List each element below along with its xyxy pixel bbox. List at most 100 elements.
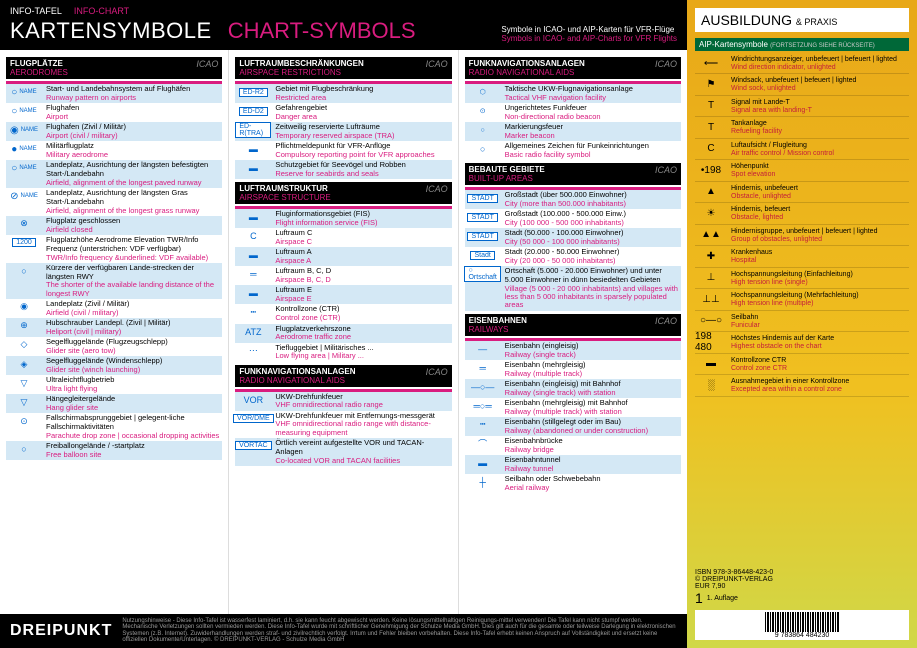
symbol-row: ░Ausnahmegebiet in einer KontrollzoneExc… [695, 375, 909, 396]
columns: FLUGPLÄTZE AERODROMES ICAO ○NAMEStart- u… [0, 50, 687, 614]
symbol-icon: ⊙ [465, 104, 501, 118]
symbol-text: Fallschirmabsprunggebiet | gelegent-lich… [46, 414, 222, 440]
symbol-icon: VORTAC [235, 439, 271, 453]
symbol-icon: ▽ [6, 376, 42, 390]
symbol-text: Zeitweilig reservierte LufträumeTemporar… [275, 123, 451, 140]
symbol-text: Hindernisgruppe, unbefeuert | befeuert |… [731, 227, 909, 243]
symbol-text: Örtlich vereint aufgestellte VOR und TAC… [275, 439, 451, 465]
symbol-icon: ●NAME [6, 142, 42, 156]
symbol-row: ⟵Windrichtungsanzeiger, unbefeuert | bef… [695, 53, 909, 74]
symbol-text: Flughafen (Zivil / Militär)Airport (civi… [46, 123, 222, 140]
symbol-text: KrankenhausHospital [731, 248, 909, 264]
symbol-row: ⊙Fallschirmabsprunggebiet | gelegent-lic… [6, 413, 222, 441]
sec-airspace-str: LUFTRAUMSTRUKTUR AIRSPACE STRUCTURE ICAO [235, 182, 451, 204]
symbol-icon: ED-D2 [235, 104, 271, 118]
symbol-row: ▬ Pflichtmeldepunkt für VFR-AnflügeCompul… [235, 141, 451, 160]
col-1: FLUGPLÄTZE AERODROMES ICAO ○NAMEStart- u… [0, 50, 229, 614]
symbol-text: Taktische UKW-FlugnavigationsanlageTacti… [505, 85, 681, 102]
symbol-row: CLuftraum CAirspace C [235, 228, 451, 247]
side-section: AIP-Kartensymbole (FORTSETZUNG SIEHE RÜC… [695, 38, 909, 51]
symbol-row: ⬡Taktische UKW-FlugnavigationsanlageTact… [465, 84, 681, 103]
title-en: CHART-SYMBOLS [228, 18, 416, 44]
symbol-row: ⌒EisenbahnbrückeRailway bridge [465, 436, 681, 455]
symbol-row: ⊗Flugplatz geschlossenAirfield closed [6, 216, 222, 235]
symbol-row: ED-R(TRA)Zeitweilig reservierte Lufträum… [235, 122, 451, 141]
symbol-text: Großstadt (100.000 - 500.000 Einw.)City … [505, 210, 681, 227]
symbol-icon: ⊕ [6, 319, 42, 333]
symbol-icon: ⊗ [6, 217, 42, 231]
symbol-icon: T [695, 98, 727, 114]
symbol-icon: T [695, 119, 727, 135]
symbol-icon: ▽ [6, 395, 42, 409]
symbol-text: Tiefluggebiet | Militärisches ...Low fly… [275, 344, 451, 361]
symbol-text: Pflichtmeldepunkt für VFR-AnflügeCompuls… [275, 142, 451, 159]
symbol-icon: ○NAME [6, 85, 42, 99]
symbol-icon: ED-R2 [235, 85, 271, 99]
symbol-row: ⊕Hubschrauber Landepl. (Zivil | Militär)… [6, 318, 222, 337]
footer: DREIPUNKT Nutzungshinweise - Diese Info-… [0, 614, 687, 648]
symbol-row: ○ OrtschaftOrtschaft (5.000 - 20.000 Ein… [465, 266, 681, 310]
symbol-icon: ⌒ [465, 437, 501, 451]
symbol-row: ▬Luftraum AAirspace A [235, 247, 451, 266]
symbol-text: Eisenbahn (eingleisig)Railway (single tr… [505, 342, 681, 359]
sec-builtup: BEBAUTE GEBIETE BUILT-UP AREAS ICAO [465, 163, 681, 185]
symbol-text: HängegleitergeländeHang glider site [46, 395, 222, 412]
symbol-icon: ○ [465, 142, 501, 156]
symbol-icon: ▬ [235, 161, 271, 175]
symbol-text: SeilbahnFunicular [731, 313, 909, 329]
symbol-text: Luftraum B, C, DAirspace B, C, D [275, 267, 451, 284]
symbol-icon: C [695, 141, 727, 157]
symbol-row: ○Kürzere der verfügbaren Lande-strecken … [6, 263, 222, 299]
symbol-row: ED-R2 Gebiet mit FlugbeschränkungRestrict… [235, 84, 451, 103]
symbol-row: —○—Eisenbahn (eingleisig) mit BahnhofRai… [465, 379, 681, 398]
symbol-icon: ═ [465, 361, 501, 375]
side-panel: AUSBILDUNG & PRAXIS AIP-Kartensymbole (F… [687, 0, 917, 648]
symbol-icon: ◇ [6, 338, 42, 352]
symbol-icon: STADT [465, 229, 501, 243]
symbol-text: Windsack, unbefeuert | befeuert | lighte… [731, 76, 909, 92]
symbol-row: ◇Segelfluggelände (Flugzeugschlepp)Glide… [6, 337, 222, 356]
symbol-row: STADTStadt (50.000 - 100.000 Einwohner)C… [465, 228, 681, 247]
symbol-icon: — [465, 342, 501, 356]
symbol-icon: ✚ [695, 248, 727, 264]
symbol-text: Gebiet mit FlugbeschränkungRestricted ar… [275, 85, 451, 102]
symbol-row: ▬Luftraum EAirspace E [235, 285, 451, 304]
symbol-icon: ○—○ [695, 313, 727, 329]
symbol-row: TTankanlageRefueling facility [695, 117, 909, 138]
symbol-text: FlughafenAirport [46, 104, 222, 121]
symbol-row: ◉NAMEFlughafen (Zivil / Militär)Airport … [6, 122, 222, 141]
logo: DREIPUNKT [10, 622, 112, 640]
symbol-icon: ▬ [465, 456, 501, 470]
symbol-row: — Eisenbahn (eingleisig)Railway (single t… [465, 341, 681, 360]
symbol-text: Großstadt (über 500.000 Einwohner)City (… [505, 191, 681, 208]
symbol-text: Stadt (20.000 - 50.000 Einwohner)City (2… [505, 248, 681, 265]
symbol-row: StadtStadt (20.000 - 50.000 Einwohner)Ci… [465, 247, 681, 266]
symbol-icon: ATZ [235, 325, 271, 339]
symbol-text: UltraleichtflugbetriebUltra light flying [46, 376, 222, 393]
symbol-icon: ○ [6, 442, 42, 456]
symbol-text: MilitärflugplatzMilitary aerodrome [46, 142, 222, 159]
symbol-icon: ⟵ [695, 55, 727, 71]
main-panel: INFO-TAFEL INFO-CHART KARTENSYMBOLE CHAR… [0, 0, 687, 648]
symbol-row: ○NAMEFlughafenAirport [6, 103, 222, 122]
symbol-text: MarkierungsfeuerMarker beacon [505, 123, 681, 140]
symbol-text: Schutzgebiet für Seevögel und RobbenRese… [275, 161, 451, 178]
sub-de: Symbole in ICAO- und AIP-Karten für VFR-… [501, 25, 677, 35]
header: INFO-TAFEL INFO-CHART KARTENSYMBOLE CHAR… [0, 0, 687, 50]
symbol-row: ○MarkierungsfeuerMarker beacon [465, 122, 681, 141]
symbol-icon: ◉ [6, 300, 42, 314]
symbol-icon: ▬ [235, 142, 271, 156]
symbol-text: Kontrollzone (CTR)Control zone (CTR) [275, 305, 451, 322]
symbol-icon: ═○═ [465, 399, 501, 413]
symbol-text: Hindernis, befeuertObstacle, lighted [731, 205, 909, 221]
symbol-row: ┅Kontrollzone (CTR)Control zone (CTR) [235, 304, 451, 323]
symbol-row: ⊥⊥Hochspannungsleitung (Mehrfachleitung)… [695, 289, 909, 310]
sec-radio1: FUNKNAVIGATIONSANLAGEN RADIO NAVIGATIONA… [235, 365, 451, 387]
symbol-icon: VOR [235, 393, 271, 407]
symbol-row: ☀Hindernis, befeuertObstacle, lighted [695, 203, 909, 224]
symbol-text: Kontrollzone CTRControl zone CTR [731, 356, 909, 372]
symbol-text: Landeplatz, Ausrichtung der längsten bef… [46, 161, 222, 187]
symbol-icon: ○ [6, 264, 42, 278]
symbol-row: ○NAMELandeplatz, Ausrichtung der längste… [6, 160, 222, 188]
side-title: AUSBILDUNG & PRAXIS [695, 8, 909, 32]
